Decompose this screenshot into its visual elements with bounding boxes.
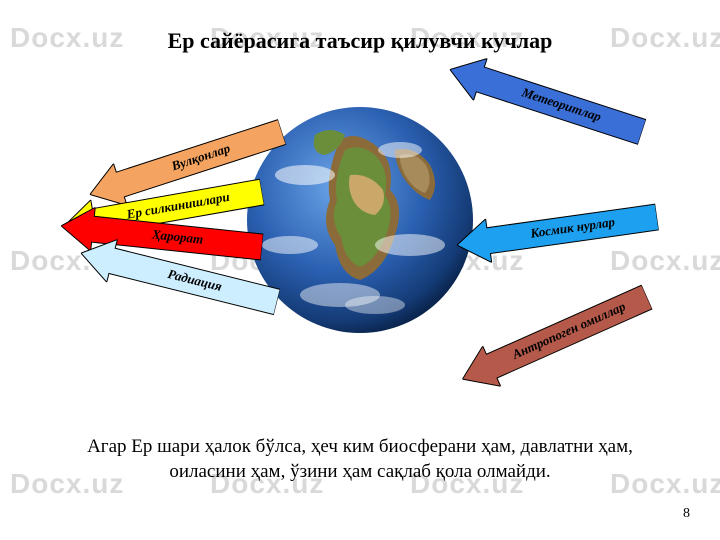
caption-line-2: оиласини ҳам, ўзини ҳам сақлаб қола олма…: [169, 461, 550, 482]
diagram-title: Ер сайёрасига таъсир қилувчи кучлар: [0, 28, 720, 54]
caption-text: Агар Ер шари ҳалок бўлса, ҳеч ким биосфе…: [0, 434, 720, 485]
force-arrow: Антропоген омиллар: [454, 277, 656, 399]
watermark-text: Docx.uz: [610, 245, 720, 277]
force-arrow: Космик нурлар: [454, 195, 660, 267]
page-number: 8: [683, 506, 690, 522]
caption-line-1: Агар Ер шари ҳалок бўлса, ҳеч ким биосфе…: [87, 436, 633, 457]
